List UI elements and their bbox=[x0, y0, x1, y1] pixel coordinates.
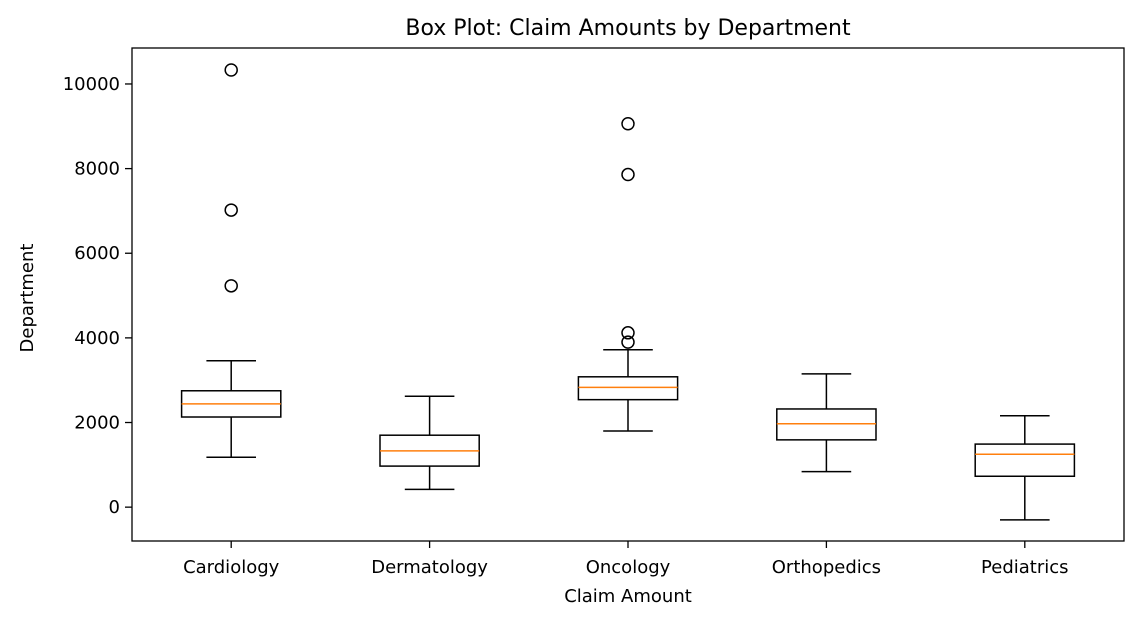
y-axis-label: Department bbox=[17, 244, 38, 353]
x-axis-label: Claim Amount bbox=[564, 586, 692, 607]
y-tick-label: 4000 bbox=[74, 328, 120, 349]
x-tick-label: Pediatrics bbox=[981, 557, 1068, 578]
plot-frame bbox=[131, 47, 1125, 542]
plot-area: 0 2000 4000 6000 8000 10000 Cardiology Dermatol… bbox=[63, 47, 1125, 578]
outlier-point bbox=[621, 326, 635, 340]
y-tick-label: 0 bbox=[109, 497, 120, 518]
x-tick-label: Cardiology bbox=[183, 557, 280, 578]
chart-title: Box Plot: Claim Amounts by Department bbox=[405, 16, 851, 41]
outlier-point bbox=[224, 279, 238, 293]
box-iqr bbox=[974, 443, 1076, 478]
y-tick-label: 6000 bbox=[74, 243, 120, 264]
outlier-point bbox=[621, 116, 635, 131]
outlier-point bbox=[224, 63, 238, 77]
x-tick-label: Oncology bbox=[586, 557, 671, 578]
box-iqr bbox=[577, 376, 679, 401]
y-tick-label: 10000 bbox=[63, 74, 120, 95]
outlier-point bbox=[621, 335, 635, 349]
outlier-point bbox=[224, 203, 238, 217]
x-tick-label: Dermatology bbox=[371, 557, 488, 578]
x-tick-label: Orthopedics bbox=[772, 557, 881, 578]
y-tick-label: 8000 bbox=[74, 159, 120, 180]
y-tick-label: 2000 bbox=[74, 413, 120, 434]
outlier-point bbox=[621, 167, 635, 182]
